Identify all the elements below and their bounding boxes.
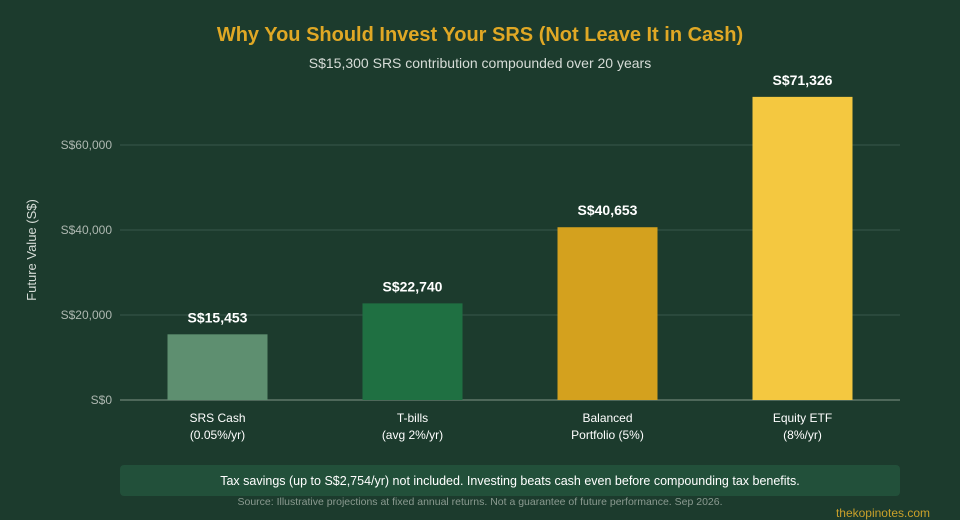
y-tick-label: S$60,000 — [61, 138, 113, 152]
y-tick-label: S$0 — [91, 393, 113, 407]
bar-value-label: S$15,453 — [188, 309, 248, 325]
y-tick-label: S$40,000 — [61, 223, 113, 237]
x-tick-label: SRS Cash — [189, 411, 245, 425]
chart-title: Why You Should Invest Your SRS (Not Leav… — [216, 24, 744, 46]
brand-link[interactable]: thekopinotes.com — [835, 506, 930, 520]
bar — [362, 303, 463, 400]
value-labels: S$15,453 S$22,740 S$40,653 S$71,326 — [188, 72, 833, 325]
x-tick-label: (avg 2%/yr) — [382, 428, 443, 442]
bar-value-label: S$71,326 — [773, 72, 833, 88]
bar-value-label: S$40,653 — [578, 202, 638, 218]
x-tick-label: (0.05%/yr) — [190, 428, 245, 442]
bar — [167, 334, 268, 400]
x-tick-label: Balanced — [582, 411, 632, 425]
chart-subtitle: S$15,300 SRS contribution compounded ove… — [308, 55, 652, 71]
bar — [557, 227, 658, 400]
x-tick-label: T-bills — [397, 411, 428, 425]
x-tick-label: Portfolio (5%) — [571, 428, 644, 442]
source-note: Source: Illustrative projections at fixe… — [237, 496, 723, 508]
bar-value-label: S$22,740 — [383, 278, 443, 294]
footnote-text: Tax savings (up to S$2,754/yr) not inclu… — [220, 473, 800, 488]
bar — [752, 96, 853, 400]
y-axis-label: Future Value (S$) — [24, 199, 39, 301]
y-tick-label: S$20,000 — [61, 308, 113, 322]
bars — [167, 96, 853, 400]
x-tick-label: Equity ETF — [773, 411, 832, 425]
x-axis-labels: SRS Cash (0.05%/yr) T-bills (avg 2%/yr) Bala… — [189, 411, 832, 442]
footnote-banner: Tax savings (up to S$2,754/yr) not inclu… — [120, 465, 900, 496]
y-axis-ticks: S$0 S$20,000 S$40,000 S$60,000 — [61, 138, 113, 407]
x-tick-label: (8%/yr) — [783, 428, 822, 442]
bar-chart: S$0 S$20,000 S$40,000 S$60,000 S$15,453 S$22… — [24, 72, 900, 442]
